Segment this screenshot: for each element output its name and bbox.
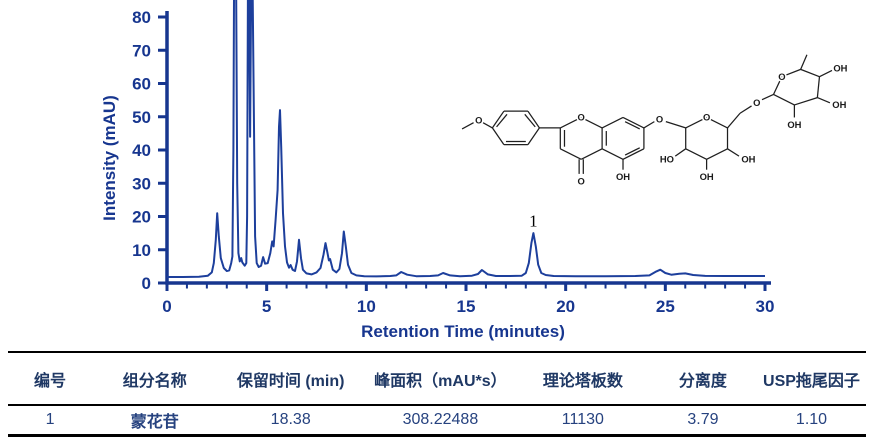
svg-text:30: 30 — [756, 297, 775, 316]
cell-peak-area: 308.22488 — [402, 411, 479, 428]
y-axis-title: Intensity (mAU) — [100, 95, 119, 221]
svg-text:20: 20 — [556, 297, 575, 316]
table-header-row: 编号 组分名称 保留时间 (min) 峰面积（mAU*s） 理论塔板数 分离度 … — [8, 352, 866, 405]
svg-text:0: 0 — [142, 274, 151, 293]
table-row: 1 蒙花苷 18.38 308.22488 11130 3.79 1.10 — [8, 405, 866, 436]
cell-resolution: 3.79 — [687, 411, 719, 428]
col-header-number: 编号 — [34, 372, 67, 390]
peak-results-table: 编号 组分名称 保留时间 (min) 峰面积（mAU*s） 理论塔板数 分离度 … — [8, 351, 866, 437]
svg-text:25: 25 — [656, 297, 675, 316]
cell-number: 1 — [45, 411, 55, 428]
svg-text:O: O — [656, 114, 663, 125]
svg-text:O: O — [703, 112, 710, 123]
svg-text:OH: OH — [832, 99, 846, 110]
svg-text:OH: OH — [787, 119, 801, 130]
svg-text:O: O — [578, 175, 585, 186]
svg-text:O: O — [778, 71, 785, 82]
cell-retention-time: 18.38 — [270, 411, 311, 428]
svg-text:OH: OH — [833, 62, 847, 73]
col-header-resolution: 分离度 — [678, 372, 727, 390]
svg-text:1: 1 — [529, 211, 538, 230]
svg-text:OH: OH — [700, 171, 714, 182]
svg-text:OH: OH — [616, 171, 630, 182]
svg-text:O: O — [753, 97, 760, 108]
svg-text:OH: OH — [741, 153, 755, 164]
cell-usp-tailing-factor: 1.10 — [795, 411, 828, 428]
svg-text:10: 10 — [357, 297, 376, 316]
svg-text:HO: HO — [660, 153, 674, 164]
col-header-usp-tailing-factor: USP拖尾因子 — [763, 372, 860, 390]
svg-text:70: 70 — [132, 41, 151, 60]
svg-text:0: 0 — [162, 297, 171, 316]
cell-component-name: 蒙花苷 — [130, 414, 179, 431]
chromatogram-plot: 0 10 20 30 40 50 60 70 80 0 5 10 15 20 25 30 1 — [132, 0, 775, 316]
svg-text:40: 40 — [132, 141, 151, 160]
col-header-peak-area: 峰面积（mAU*s） — [374, 372, 507, 390]
col-header-theoretical-plates: 理论塔板数 — [542, 372, 623, 390]
svg-text:20: 20 — [132, 208, 151, 227]
svg-text:50: 50 — [132, 108, 151, 127]
svg-text:80: 80 — [132, 8, 151, 27]
svg-text:30: 30 — [132, 174, 151, 193]
svg-text:O: O — [578, 112, 585, 123]
svg-text:60: 60 — [132, 75, 151, 94]
svg-text:15: 15 — [457, 297, 476, 316]
svg-text:5: 5 — [262, 297, 271, 316]
svg-text:10: 10 — [132, 241, 151, 260]
x-axis-title: Retention Time (minutes) — [361, 322, 565, 341]
col-header-component-name: 组分名称 — [122, 372, 187, 390]
col-header-retention-time: 保留时间 (min) — [236, 372, 345, 390]
cell-theoretical-plates: 11130 — [561, 411, 604, 428]
svg-text:O: O — [475, 115, 482, 126]
